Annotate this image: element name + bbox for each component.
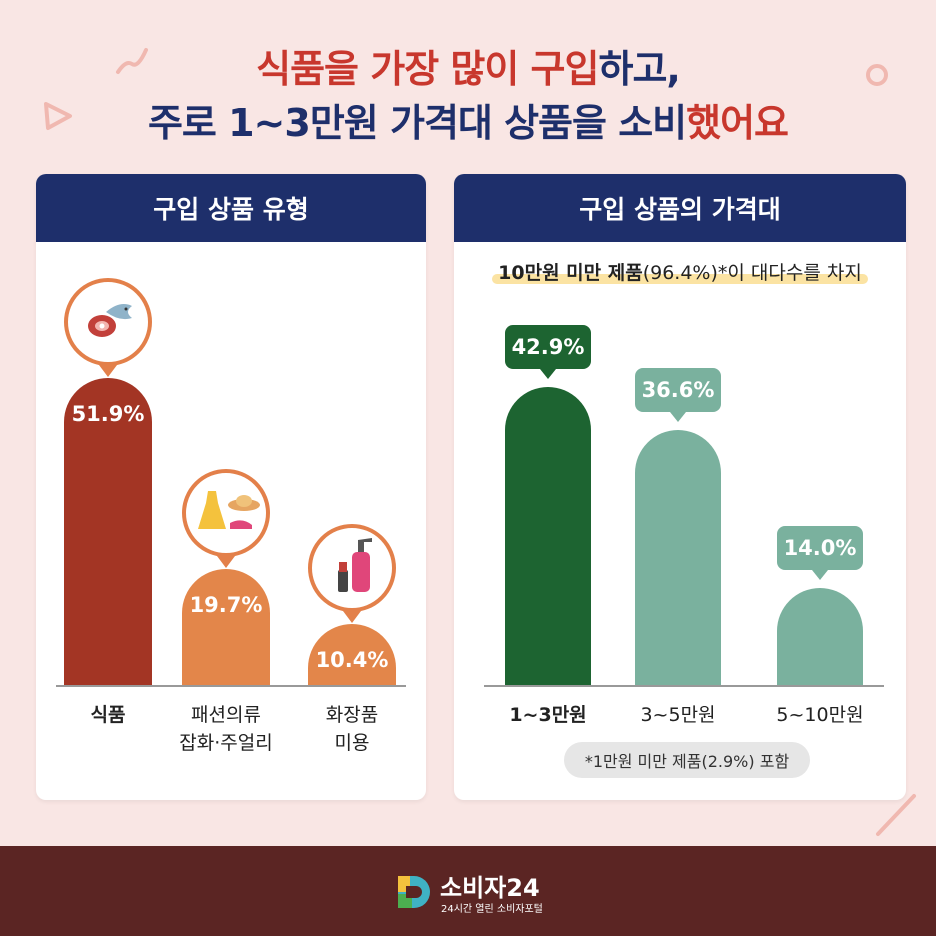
bar-0: [64, 378, 152, 685]
value-label-tip-2: [812, 569, 828, 580]
purchase-type-panel-title: 구입 상품 유형: [36, 174, 426, 242]
category-label-line: 1~3만원: [509, 704, 587, 726]
category-label-1: 3~5만원: [608, 701, 748, 729]
headline-line2-end: 했어요: [686, 101, 789, 145]
category-label-line: 화장품: [325, 704, 379, 726]
decor-line: [876, 794, 916, 836]
footer-brand: 소비자24: [440, 874, 540, 902]
icon-bubble-tip-0: [99, 365, 117, 378]
price-range-panel: 구입 상품의 가격대 10만원 미만 제품(96.4%)*이 대다수를 차지 4…: [454, 174, 906, 800]
value-label-1: 19.7%: [189, 592, 263, 617]
icon-bubble-tip-1: [217, 555, 235, 568]
icon-bubble-0: [64, 278, 152, 367]
subtitle-rest: (96.4%)*이 대다수를 차지: [642, 262, 862, 284]
value-label-tip-1: [670, 412, 686, 423]
headline-line2-main: 주로 1~3만원 가격대 상품을 소비: [147, 101, 687, 145]
bar-1: [635, 430, 721, 685]
decor-squiggle: [116, 48, 148, 74]
category-label-line: 패션의류: [191, 704, 261, 726]
category-label-line: 미용: [334, 732, 370, 754]
cosmetics-icon: [320, 530, 384, 606]
price-range-subtitle: 10만원 미만 제품(96.4%)*이 대다수를 차지: [454, 258, 906, 285]
footer-tagline: 24시간 열린 소비자포털: [441, 904, 543, 915]
footer-bar: 소비자24 24시간 열린 소비자포털: [0, 846, 936, 936]
bar-0: [505, 386, 591, 685]
chart-baseline: [484, 685, 884, 687]
value-label-2: 14.0%: [777, 525, 863, 570]
value-label-0: 42.9%: [505, 324, 591, 369]
headline-line1-rest: 하고,: [598, 47, 680, 91]
headline-line2: 주로 1~3만원 가격대 상품을 소비했어요: [0, 92, 936, 147]
price-footnote: *1만원 미만 제품(2.9%) 포함: [564, 742, 810, 778]
meat-fish-icon: [76, 288, 140, 356]
price-range-panel-title: 구입 상품의 가격대: [454, 174, 906, 242]
decor-circle: [866, 64, 888, 86]
category-label-0: 1~3만원: [478, 701, 618, 729]
sobija24-logo-icon: [398, 876, 430, 908]
category-label-line: 5~10만원: [776, 704, 864, 726]
value-label-0: 51.9%: [71, 402, 145, 427]
headline-line1-highlight: 식품을 가장 많이 구입: [256, 47, 599, 91]
chart-baseline: [56, 685, 406, 687]
price-footnote-text: *1만원 미만 제품(2.9%) 포함: [584, 752, 790, 771]
dress-hat-shoes-icon: [186, 479, 266, 547]
value-label-2: 10.4%: [315, 647, 389, 672]
value-label-tip-0: [540, 368, 556, 379]
icon-bubble-2: [308, 523, 396, 612]
icon-bubble-tip-2: [343, 610, 361, 623]
headline-line1: 식품을 가장 많이 구입하고,: [0, 38, 936, 93]
subtitle-bold: 10만원 미만 제품: [498, 262, 643, 284]
category-label-line: 식품: [90, 704, 126, 726]
bar-2: [777, 587, 863, 685]
bar-1: [182, 568, 270, 685]
category-label-line: 3~5만원: [640, 704, 716, 726]
icon-bubble-1: [182, 468, 270, 557]
category-label-0: 식품: [38, 701, 178, 729]
category-label-line: 잡화·주얼리: [179, 732, 273, 754]
decor-triangle: [44, 102, 72, 130]
value-label-1: 36.6%: [635, 368, 721, 413]
category-label-2: 5~10만원: [750, 701, 890, 729]
